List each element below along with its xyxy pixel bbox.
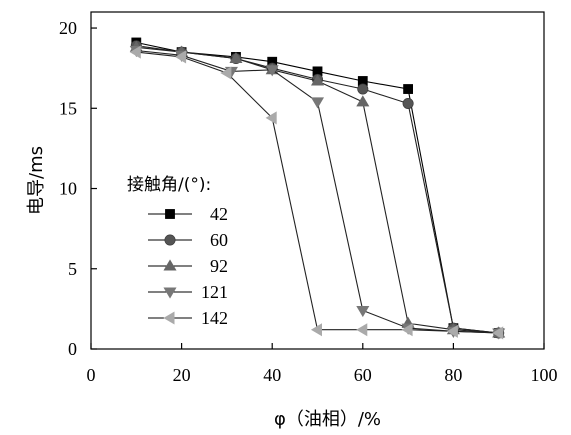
legend-item-42: 42 xyxy=(148,204,228,224)
data-point-142 xyxy=(265,111,277,125)
x-axis-title: φ（油相）/% xyxy=(274,409,381,430)
data-point-121 xyxy=(265,65,279,77)
data-point-60 xyxy=(357,83,369,95)
legend-label: 142 xyxy=(201,308,228,328)
y-tick-label: 5 xyxy=(68,259,77,279)
data-point-92 xyxy=(229,51,243,64)
data-point-92 xyxy=(310,74,325,86)
x-axis: 0 20 40 60 80 100 xyxy=(87,343,558,385)
x-tick-label: 20 xyxy=(173,365,191,385)
legend-item-121: 121 xyxy=(148,282,228,302)
data-point-142 xyxy=(129,45,141,59)
legend-label: 92 xyxy=(210,256,228,276)
x-tick-label: 40 xyxy=(263,365,281,385)
plot-area xyxy=(90,11,545,350)
series-142 xyxy=(129,45,504,340)
data-point-60 xyxy=(402,97,414,109)
legend-marker xyxy=(163,259,177,271)
legend-marker xyxy=(165,209,175,219)
y-tick-label: 0 xyxy=(68,339,77,359)
series-group xyxy=(129,37,506,340)
legend-marker xyxy=(163,311,175,325)
data-point-121 xyxy=(310,97,325,109)
data-point-92 xyxy=(356,95,370,107)
legend-label: 121 xyxy=(201,282,228,302)
data-point-142 xyxy=(401,323,413,337)
legend: 接触角/(°): 42 60 92 121 142 xyxy=(127,175,228,328)
legend-item-60: 60 xyxy=(148,230,228,250)
data-point-121 xyxy=(356,305,370,318)
data-point-142 xyxy=(446,324,458,338)
legend-marker xyxy=(164,234,176,246)
y-axis: 0 5 10 15 20 xyxy=(59,18,97,359)
legend-item-142: 142 xyxy=(148,308,228,328)
legend-title: 接触角/(°): xyxy=(127,175,211,195)
data-point-142 xyxy=(492,326,504,340)
data-point-42 xyxy=(403,84,413,94)
y-tick-label: 20 xyxy=(59,18,77,38)
data-point-142 xyxy=(310,323,323,337)
x-tick-label: 60 xyxy=(354,365,372,385)
legend-marker xyxy=(163,287,177,299)
plot-frame xyxy=(90,11,545,350)
x-tick-label: 0 xyxy=(87,365,96,385)
data-point-142 xyxy=(220,66,232,80)
legend-item-92: 92 xyxy=(148,256,228,276)
data-point-142 xyxy=(356,323,368,337)
y-tick-label: 10 xyxy=(59,179,77,199)
data-point-142 xyxy=(175,50,187,64)
x-tick-label: 80 xyxy=(444,365,462,385)
y-axis-title: 电导/ms xyxy=(26,146,47,215)
y-tick-label: 15 xyxy=(59,98,77,118)
legend-label: 42 xyxy=(210,204,228,224)
x-tick-label: 100 xyxy=(531,365,558,385)
legend-label: 60 xyxy=(210,230,228,250)
